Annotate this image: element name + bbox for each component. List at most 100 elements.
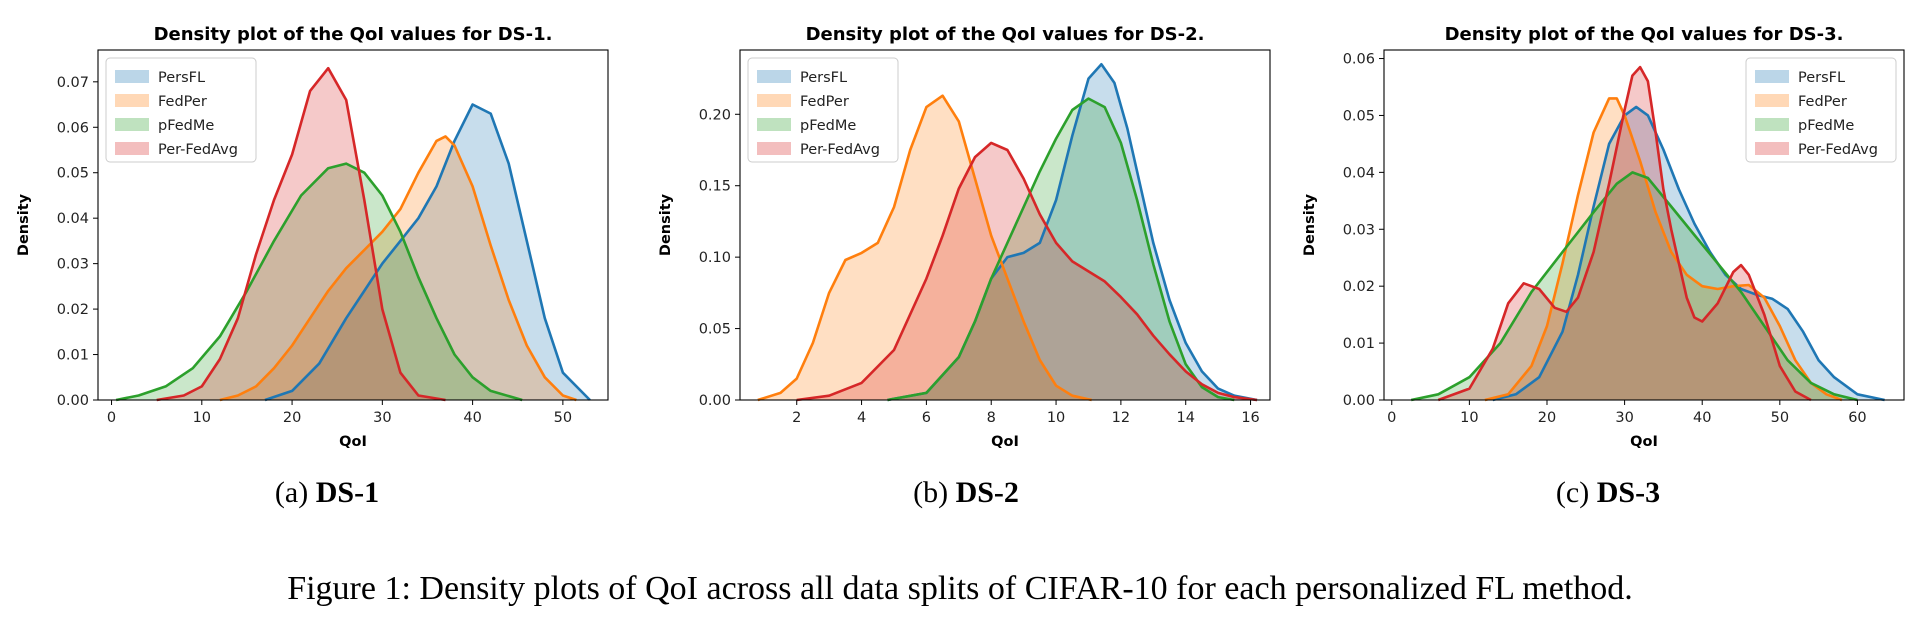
legend-label-persfl: PersFL: [1798, 70, 1845, 86]
legend-label-per-fedavg: Per-FedAvg: [158, 142, 238, 158]
y-tick-label: 0.00: [57, 393, 89, 409]
x-tick-label: 10: [1460, 410, 1478, 426]
legend-label-persfl: PersFL: [158, 70, 205, 86]
legend: PersFL FedPer pFedMe Per-FedAvg: [1745, 57, 1897, 163]
x-tick-label: 50: [1771, 410, 1789, 426]
y-tick-label: 0.01: [57, 348, 89, 364]
panel-ds1: Density plot of the QoI values for DS-1.…: [16, 24, 609, 450]
legend: PersFL FedPer pFedMe Per-FedAvg: [105, 57, 257, 163]
legend-swatch-pfedme: [1755, 118, 1789, 131]
series-area-fedper: [219, 136, 577, 400]
y-tick-label: 0.05: [1343, 108, 1375, 124]
panel-ds3: Density plot of the QoI values for DS-3.…: [1302, 24, 1905, 450]
x-tick-label: 0: [1387, 410, 1396, 426]
x-tick-label: 0: [107, 410, 116, 426]
series-line-pfedme: [115, 162, 523, 402]
series-area-persfl: [1492, 106, 1885, 401]
legend-label-fedper: FedPer: [158, 94, 207, 110]
legend-swatch-persfl: [1755, 70, 1789, 83]
series-line-fedper: [1484, 97, 1843, 402]
x-tick-label: 8: [987, 410, 996, 426]
legend-swatch-persfl: [115, 70, 149, 83]
legend-swatch-pfedme: [115, 118, 149, 131]
panel-title: Density plot of the QoI values for DS-2.: [806, 24, 1205, 45]
x-axis-label: QoI: [339, 434, 367, 450]
y-tick-label: 0.00: [1343, 393, 1375, 409]
x-axis-label: QoI: [991, 434, 1019, 450]
y-axis-label: Density: [1302, 193, 1318, 256]
legend-label-persfl: PersFL: [800, 70, 847, 86]
legend-swatch-fedper: [757, 94, 791, 107]
subcaption-c-prefix: (c): [1555, 476, 1590, 509]
x-tick-label: 30: [1615, 410, 1633, 426]
legend-label-pfedme: pFedMe: [800, 118, 856, 134]
series-line-pfedme: [1410, 171, 1858, 402]
subcaption-a-label: DS-1: [315, 476, 380, 509]
series-area-fedper: [757, 95, 1092, 400]
x-tick-label: 12: [1112, 410, 1130, 426]
panel-title: Density plot of the QoI values for DS-1.: [154, 24, 553, 45]
legend-label-per-fedavg: Per-FedAvg: [1798, 142, 1878, 158]
subcaption-c: (c) DS-3: [1556, 476, 1660, 510]
x-tick-label: 2: [792, 410, 801, 426]
series-area-per-fedavg: [156, 68, 446, 400]
legend-label-pfedme: pFedMe: [158, 118, 214, 134]
x-tick-label: 60: [1848, 410, 1866, 426]
series-line-per-fedavg: [796, 141, 1258, 402]
subcaption-a-prefix: (a): [274, 476, 309, 509]
y-tick-label: 0.00: [699, 393, 731, 409]
y-tick-label: 0.03: [1343, 222, 1375, 238]
x-tick-label: 40: [1693, 410, 1711, 426]
legend-label-fedper: FedPer: [800, 94, 849, 110]
y-tick-label: 0.03: [57, 257, 89, 273]
legend-swatch-persfl: [757, 70, 791, 83]
y-tick-label: 0.04: [1343, 165, 1375, 181]
legend-label-pfedme: pFedMe: [1798, 118, 1854, 134]
series-area-pfedme: [1411, 172, 1858, 400]
y-axis-label: Density: [16, 193, 32, 256]
series-line-pfedme: [887, 97, 1235, 402]
subcaption-b-label: DS-2: [955, 476, 1019, 509]
legend-box: [105, 57, 257, 163]
panel-title: Density plot of the QoI values for DS-3.: [1445, 24, 1844, 45]
y-tick-label: 0.10: [699, 250, 731, 266]
series-line-persfl: [264, 103, 591, 402]
legend-swatch-per-fedavg: [757, 142, 791, 155]
x-tick-label: 14: [1176, 410, 1194, 426]
plot-frame: [1383, 49, 1905, 401]
series-line-fedper: [757, 94, 1092, 402]
y-tick-label: 0.05: [57, 166, 89, 182]
legend-label-per-fedavg: Per-FedAvg: [800, 142, 880, 158]
legend-box: [1745, 57, 1897, 163]
series-area-per-fedavg: [1438, 67, 1811, 400]
y-tick-label: 0.02: [1343, 279, 1375, 295]
series-line-per-fedavg: [156, 66, 446, 402]
x-tick-label: 10: [193, 410, 211, 426]
y-tick-label: 0.15: [699, 179, 731, 195]
legend-swatch-pfedme: [757, 118, 791, 131]
series-line-persfl: [1492, 105, 1885, 402]
series-area-per-fedavg: [796, 142, 1257, 400]
x-tick-label: 4: [857, 410, 866, 426]
y-axis-label: Density: [658, 193, 674, 256]
y-tick-label: 0.20: [699, 107, 731, 123]
x-tick-label: 20: [283, 410, 301, 426]
x-tick-label: 50: [554, 410, 572, 426]
x-tick-label: 6: [922, 410, 931, 426]
y-tick-label: 0.01: [1343, 336, 1375, 352]
x-tick-label: 30: [373, 410, 391, 426]
x-tick-label: 16: [1241, 410, 1259, 426]
y-tick-label: 0.05: [699, 322, 731, 338]
panel-ds2: Density plot of the QoI values for DS-2.…: [658, 24, 1271, 450]
legend-swatch-per-fedavg: [1755, 142, 1789, 155]
legend-swatch-fedper: [115, 94, 149, 107]
y-tick-label: 0.07: [57, 75, 89, 91]
series-area-persfl: [265, 104, 590, 400]
legend-box: [747, 57, 899, 163]
series-area-persfl: [887, 64, 1257, 401]
series-line-per-fedavg: [1437, 65, 1812, 402]
y-tick-label: 0.06: [57, 120, 89, 136]
x-tick-label: 20: [1538, 410, 1556, 426]
x-tick-label: 10: [1047, 410, 1065, 426]
x-tick-label: 40: [463, 410, 481, 426]
